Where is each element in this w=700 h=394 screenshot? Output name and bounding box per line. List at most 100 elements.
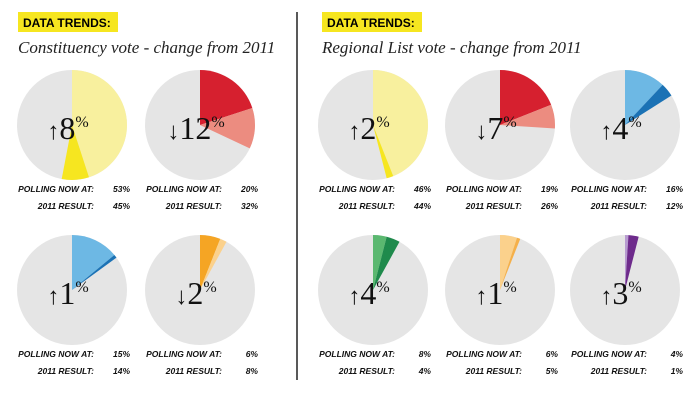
change-arrow: ↑: [475, 284, 487, 310]
pie-change-wedge: [373, 125, 394, 179]
pie-wedge: [625, 70, 663, 125]
pie-change-wedge: [625, 235, 639, 290]
pie-change-wedge: [500, 237, 521, 290]
change-arrow: ↑: [47, 284, 59, 310]
change-value: 4: [360, 275, 376, 311]
result-label: 2011 RESULT:: [165, 366, 222, 376]
polling-label: POLLING NOW AT:: [18, 349, 94, 359]
panel-title: Regional List vote - change from 2011: [321, 38, 582, 57]
pie-wedge: [72, 235, 115, 290]
change-label: ↑1%: [475, 275, 516, 311]
result-label: 2011 RESULT:: [37, 366, 94, 376]
polling-value: 8%: [419, 349, 432, 359]
polling-label: POLLING NOW AT:: [146, 349, 222, 359]
polling-label: POLLING NOW AT:: [319, 184, 395, 194]
change-arrow: ↑: [47, 119, 59, 145]
result-label: 2011 RESULT:: [590, 366, 647, 376]
change-value: 12: [179, 110, 211, 146]
polling-value: 53%: [113, 184, 130, 194]
result-value: 4%: [418, 366, 432, 376]
result-value: 8%: [246, 366, 259, 376]
pie-change-wedge: [72, 254, 117, 290]
result-value: 14%: [113, 366, 130, 376]
pie-wedge: [625, 235, 629, 290]
change-unit: %: [503, 279, 516, 296]
polling-value: 20%: [240, 184, 258, 194]
badge-background: [322, 12, 422, 32]
result-label: 2011 RESULT:: [338, 366, 395, 376]
change-unit: %: [211, 114, 224, 131]
change-arrow: ↑: [600, 119, 612, 145]
change-label: ↑3%: [600, 275, 641, 311]
change-unit: %: [503, 114, 516, 131]
pie-change-wedge: [200, 238, 227, 290]
change-value: 2: [360, 110, 376, 146]
result-label: 2011 RESULT:: [590, 201, 647, 211]
result-value: 26%: [540, 201, 558, 211]
polling-label: POLLING NOW AT:: [18, 184, 94, 194]
change-value: 4: [612, 110, 628, 146]
result-value: 1%: [671, 366, 684, 376]
pie-wedge: [200, 235, 221, 290]
change-label: ↓7%: [475, 110, 516, 146]
change-label: ↑8%: [47, 110, 88, 146]
pie-change-wedge: [500, 104, 555, 129]
badge-background: [18, 12, 118, 32]
polling-value: 46%: [413, 184, 431, 194]
change-label: ↑2%: [348, 110, 389, 146]
pie-change-wedge: [625, 84, 672, 125]
badge: DATA TRENDS:: [23, 16, 111, 30]
result-label: 2011 RESULT:: [465, 366, 522, 376]
change-value: 1: [487, 275, 503, 311]
change-label: ↓12%: [167, 110, 224, 146]
pie-wedge: [373, 235, 387, 290]
result-label: 2011 RESULT:: [165, 201, 222, 211]
pie-change-wedge: [200, 108, 255, 149]
change-arrow: ↓: [167, 119, 179, 145]
change-unit: %: [628, 279, 641, 296]
change-unit: %: [75, 279, 88, 296]
result-label: 2011 RESULT:: [37, 201, 94, 211]
polling-value: 4%: [670, 349, 684, 359]
change-arrow: ↓: [475, 119, 487, 145]
change-label: ↑4%: [600, 110, 641, 146]
pie-wedge: [72, 70, 127, 178]
pie-change-wedge: [61, 125, 89, 180]
polling-value: 16%: [666, 184, 683, 194]
pie-wedge: [500, 235, 517, 290]
result-value: 32%: [241, 201, 258, 211]
polling-value: 6%: [546, 349, 559, 359]
change-value: 8: [59, 110, 75, 146]
polling-value: 19%: [541, 184, 558, 194]
result-label: 2011 RESULT:: [338, 201, 395, 211]
pie-wedge: [373, 70, 428, 177]
polling-label: POLLING NOW AT:: [571, 184, 647, 194]
change-label: ↑1%: [47, 275, 88, 311]
change-arrow: ↑: [348, 284, 360, 310]
change-arrow: ↓: [175, 284, 187, 310]
panel-title: Constituency vote - change from 2011: [18, 38, 275, 57]
pie-change-wedge: [373, 236, 400, 290]
polling-value: 15%: [113, 349, 130, 359]
polling-label: POLLING NOW AT:: [446, 184, 522, 194]
change-arrow: ↑: [348, 119, 360, 145]
change-arrow: ↑: [600, 284, 612, 310]
change-value: 2: [187, 275, 203, 311]
badge: DATA TRENDS:: [327, 16, 415, 30]
change-label: ↓2%: [175, 275, 216, 311]
result-value: 5%: [546, 366, 559, 376]
polling-label: POLLING NOW AT:: [446, 349, 522, 359]
polling-value: 6%: [246, 349, 259, 359]
result-value: 12%: [666, 201, 683, 211]
pie-wedge: [200, 70, 253, 125]
change-value: 1: [59, 275, 75, 311]
result-label: 2011 RESULT:: [465, 201, 522, 211]
change-unit: %: [75, 114, 88, 131]
change-unit: %: [203, 279, 216, 296]
polling-label: POLLING NOW AT:: [146, 184, 222, 194]
result-value: 44%: [413, 201, 431, 211]
result-value: 45%: [112, 201, 130, 211]
polling-label: POLLING NOW AT:: [571, 349, 647, 359]
change-value: 3: [612, 275, 628, 311]
